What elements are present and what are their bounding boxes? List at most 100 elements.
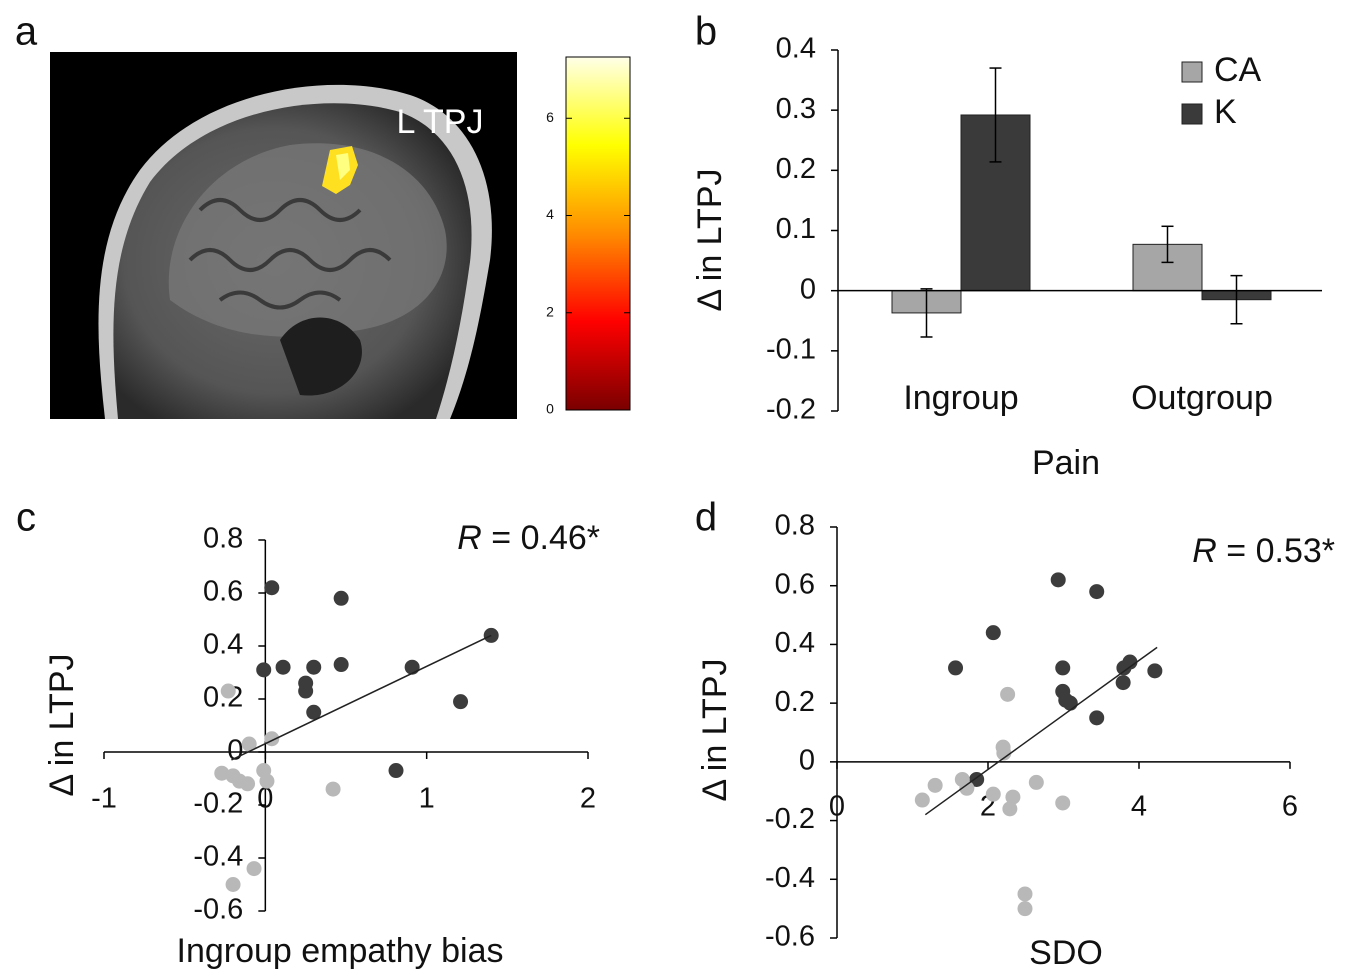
point <box>241 736 257 752</box>
y-tick-label: -0.4 <box>193 841 243 873</box>
point <box>996 745 1012 761</box>
legend-swatch <box>1181 103 1203 125</box>
y-tick-label: 0 <box>227 735 243 767</box>
x-tick-label: 2 <box>580 783 596 815</box>
annotation-symbol: R <box>457 519 482 557</box>
point <box>1005 789 1021 805</box>
point <box>1122 654 1138 670</box>
point <box>1050 572 1066 588</box>
panel-label: b <box>695 10 717 54</box>
point <box>1089 710 1105 726</box>
panel-label: d <box>695 496 717 540</box>
point <box>1017 886 1033 902</box>
y-tick-label: 0.3 <box>776 93 816 125</box>
point <box>1089 584 1105 600</box>
y-tick-label: 0.6 <box>203 576 243 608</box>
point <box>914 792 930 808</box>
y-tick-label: 0.6 <box>775 568 815 600</box>
trend-line <box>924 646 1158 816</box>
point <box>225 877 241 892</box>
point <box>404 659 420 675</box>
colorbar-tick-label: 2 <box>546 303 554 319</box>
annotation: L TPJ <box>397 103 484 141</box>
y-tick-label: -0.2 <box>765 803 815 835</box>
x-tick-label: 4 <box>1131 791 1147 823</box>
annotation: R = 0.46* <box>457 519 600 557</box>
y-tick-label: 0.4 <box>203 629 243 661</box>
point <box>1055 795 1071 811</box>
colorbar-tick-label: 0 <box>546 401 554 417</box>
point <box>325 781 341 797</box>
x-tick-label: -1 <box>91 783 117 815</box>
x-axis-label: SDO <box>1029 934 1103 972</box>
point <box>1017 901 1033 917</box>
point <box>306 659 322 675</box>
point <box>959 780 975 796</box>
point <box>298 683 314 699</box>
point <box>256 662 272 678</box>
colorbar-tick-label: 4 <box>546 206 554 222</box>
point <box>240 776 256 792</box>
y-tick-label: -0.1 <box>766 333 816 365</box>
y-tick-label: 0.8 <box>203 523 243 555</box>
y-tick-label: -0.4 <box>765 862 815 894</box>
point <box>246 861 262 877</box>
point <box>220 683 236 699</box>
y-tick-label: 0.4 <box>776 33 816 65</box>
point <box>306 704 322 720</box>
y-tick-label: 0.1 <box>776 213 816 245</box>
point <box>275 659 291 675</box>
y-tick-label: -0.2 <box>766 394 816 426</box>
point <box>1062 695 1078 711</box>
y-tick-label: 0 <box>800 273 816 305</box>
brain-image <box>50 52 517 420</box>
y-tick-label: 0.2 <box>776 153 816 185</box>
point <box>985 786 1001 802</box>
x-tick-label: Outgroup <box>1131 379 1273 417</box>
legend-label: K <box>1214 93 1237 131</box>
annotation-symbol: R <box>1192 532 1217 570</box>
y-tick-label: -0.2 <box>193 788 243 820</box>
y-tick-label: 0.2 <box>775 686 815 718</box>
point <box>927 777 943 793</box>
point <box>1000 686 1016 702</box>
colorbar-tick-label: 6 <box>546 109 554 125</box>
x-axis-label: Ingroup empathy bias <box>177 932 504 970</box>
x-tick-label: 6 <box>1282 791 1298 823</box>
y-axis-label: Δ in LTPJ <box>691 168 729 311</box>
y-axis-label: Δ in LTPJ <box>43 653 81 796</box>
point <box>985 625 1001 641</box>
annotation: R = 0.53* <box>1192 532 1335 570</box>
y-tick-label: -0.6 <box>765 921 815 953</box>
point <box>333 657 349 673</box>
point <box>948 660 964 676</box>
point <box>1002 801 1018 817</box>
annotation-value: = 0.53* <box>1217 532 1335 570</box>
x-axis-label: Pain <box>1032 444 1100 482</box>
point <box>333 590 349 606</box>
y-axis-label: Δ in LTPJ <box>696 658 734 801</box>
point <box>259 773 275 789</box>
trend-line <box>231 634 492 761</box>
y-tick-label: 0.8 <box>775 510 815 542</box>
point <box>1055 660 1071 676</box>
point <box>1115 675 1131 691</box>
legend-label: CA <box>1214 51 1262 89</box>
point <box>264 580 280 596</box>
y-tick-label: -0.6 <box>193 894 243 926</box>
y-tick-label: 0.4 <box>775 627 815 659</box>
legend-swatch <box>1181 61 1203 83</box>
point <box>388 763 404 779</box>
panel-label: a <box>15 10 38 54</box>
point <box>214 765 230 781</box>
annotation-value: = 0.46* <box>482 519 600 557</box>
x-tick-label: 0 <box>829 791 845 823</box>
panel-label: c <box>16 496 36 540</box>
colorbar <box>565 56 631 411</box>
x-tick-label: Ingroup <box>903 379 1018 417</box>
point <box>1028 774 1044 790</box>
x-tick-label: 0 <box>257 783 273 815</box>
x-tick-label: 1 <box>419 783 435 815</box>
